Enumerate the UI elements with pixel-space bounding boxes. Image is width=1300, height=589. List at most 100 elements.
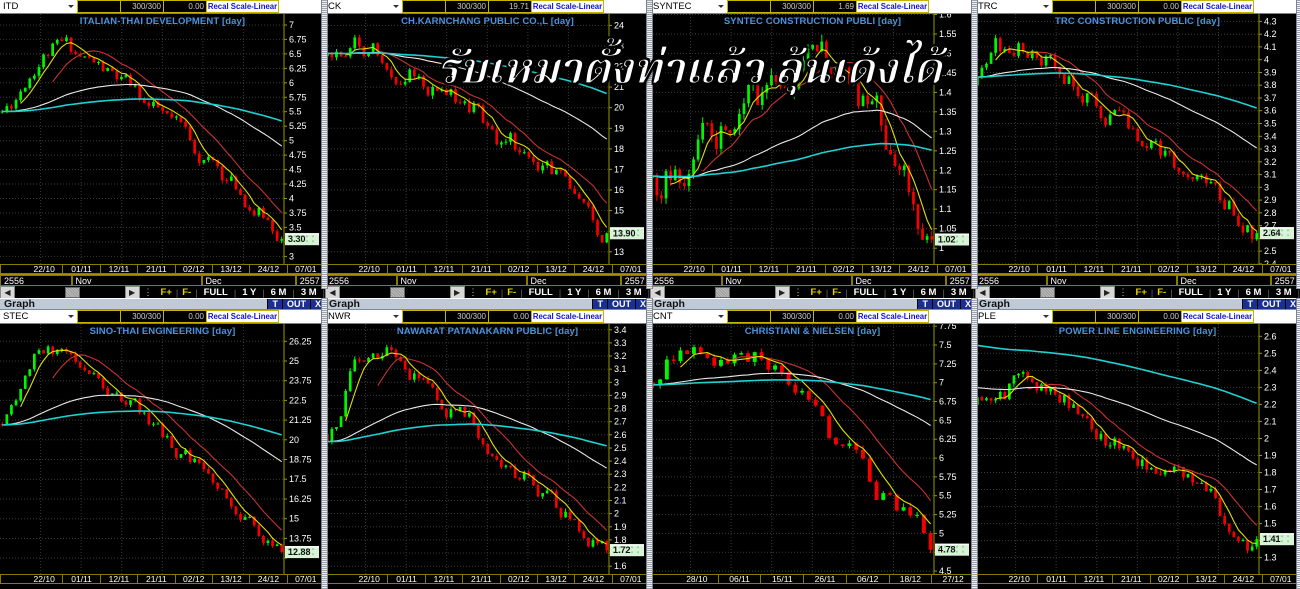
svg-text:17: 17: [614, 164, 624, 174]
svg-text:1.15: 1.15: [939, 185, 957, 195]
svg-text:3.3: 3.3: [1264, 144, 1277, 154]
svg-text:5: 5: [939, 528, 944, 538]
svg-text:1.72: 1.72: [613, 545, 631, 555]
svg-text:2.7: 2.7: [614, 417, 627, 427]
svg-text:4: 4: [1264, 55, 1269, 65]
svg-text:2: 2: [1264, 434, 1269, 444]
svg-text:6: 6: [939, 453, 944, 463]
svg-text:5.5: 5.5: [289, 107, 302, 117]
svg-text:2.5: 2.5: [614, 443, 627, 453]
svg-text:1.6: 1.6: [1264, 502, 1277, 512]
svg-text:6.5: 6.5: [939, 415, 952, 425]
svg-text:5.25: 5.25: [289, 121, 307, 131]
svg-text:1.3: 1.3: [1264, 553, 1277, 563]
svg-text:13: 13: [614, 247, 624, 257]
svg-text:4.2: 4.2: [1264, 29, 1277, 39]
svg-text:4.75: 4.75: [289, 150, 307, 160]
svg-text:20: 20: [289, 435, 299, 445]
svg-text:2.64: 2.64: [1263, 228, 1281, 238]
svg-text:3.1: 3.1: [1264, 170, 1277, 180]
svg-text:2.8: 2.8: [614, 404, 627, 414]
svg-text:12.88: 12.88: [288, 547, 311, 557]
svg-text:2.4: 2.4: [1264, 365, 1277, 375]
svg-text:3.6: 3.6: [1264, 106, 1277, 116]
svg-text:4: 4: [289, 194, 294, 204]
svg-text:5.75: 5.75: [939, 472, 957, 482]
svg-text:2.9: 2.9: [614, 390, 627, 400]
svg-text:2.1: 2.1: [614, 496, 627, 506]
svg-text:3.7: 3.7: [1264, 93, 1277, 103]
svg-text:6.5: 6.5: [289, 49, 302, 59]
svg-text:3: 3: [289, 251, 294, 261]
svg-text:13.75: 13.75: [289, 533, 312, 543]
svg-text:2.4: 2.4: [614, 456, 627, 466]
svg-text:5.75: 5.75: [289, 92, 307, 102]
svg-text:2.2: 2.2: [1264, 399, 1277, 409]
svg-text:1.5: 1.5: [1264, 519, 1277, 529]
svg-text:18: 18: [614, 144, 624, 154]
svg-text:1.7: 1.7: [1264, 485, 1277, 495]
svg-text:5.5: 5.5: [939, 491, 952, 501]
svg-text:18.75: 18.75: [289, 455, 312, 465]
svg-text:4.1: 4.1: [1264, 42, 1277, 52]
svg-text:4.25: 4.25: [289, 179, 307, 189]
svg-text:3.4: 3.4: [1264, 131, 1277, 141]
svg-text:4.5: 4.5: [289, 165, 302, 175]
svg-text:3.9: 3.9: [1264, 68, 1277, 78]
svg-text:1.2: 1.2: [939, 165, 952, 175]
svg-text:6: 6: [289, 78, 294, 88]
svg-text:2: 2: [614, 509, 619, 519]
svg-text:1.9: 1.9: [614, 522, 627, 532]
svg-text:6.25: 6.25: [289, 63, 307, 73]
svg-text:2.3: 2.3: [1264, 382, 1277, 392]
svg-text:4.78: 4.78: [938, 545, 956, 555]
svg-text:2.5: 2.5: [1264, 246, 1277, 256]
svg-text:3.1: 3.1: [614, 364, 627, 374]
svg-text:19: 19: [614, 123, 624, 133]
svg-text:16: 16: [614, 185, 624, 195]
svg-text:5: 5: [289, 136, 294, 146]
svg-text:1.1: 1.1: [939, 204, 952, 214]
svg-text:16.25: 16.25: [289, 494, 312, 504]
svg-text:22.5: 22.5: [289, 395, 307, 405]
svg-text:3.2: 3.2: [1264, 157, 1277, 167]
svg-text:23.75: 23.75: [289, 376, 312, 386]
svg-text:6.75: 6.75: [289, 34, 307, 44]
svg-text:3.8: 3.8: [1264, 80, 1277, 90]
svg-text:1.8: 1.8: [614, 535, 627, 545]
svg-text:1.3: 1.3: [939, 126, 952, 136]
svg-text:2.8: 2.8: [1264, 208, 1277, 218]
svg-text:2.9: 2.9: [1264, 195, 1277, 205]
svg-text:1.02: 1.02: [938, 235, 956, 245]
svg-text:3.5: 3.5: [1264, 119, 1277, 129]
svg-text:26.25: 26.25: [289, 336, 312, 346]
svg-text:5.25: 5.25: [939, 510, 957, 520]
svg-text:6.75: 6.75: [939, 397, 957, 407]
svg-text:25: 25: [289, 356, 299, 366]
svg-text:13.90: 13.90: [613, 228, 636, 238]
svg-text:3.75: 3.75: [289, 208, 307, 218]
svg-text:2.3: 2.3: [614, 469, 627, 479]
svg-text:15: 15: [289, 514, 299, 524]
svg-text:3.30: 3.30: [288, 234, 306, 244]
svg-text:2.2: 2.2: [614, 482, 627, 492]
svg-text:1.6: 1.6: [614, 561, 627, 571]
svg-text:3.2: 3.2: [614, 351, 627, 361]
svg-text:2.5: 2.5: [1264, 348, 1277, 358]
svg-text:7.25: 7.25: [939, 359, 957, 369]
svg-text:6.25: 6.25: [939, 434, 957, 444]
svg-text:3: 3: [1264, 182, 1269, 192]
svg-text:2.6: 2.6: [614, 430, 627, 440]
svg-text:1.8: 1.8: [1264, 468, 1277, 478]
svg-text:1.25: 1.25: [939, 146, 957, 156]
svg-text:17.5: 17.5: [289, 474, 307, 484]
svg-text:21.25: 21.25: [289, 415, 312, 425]
svg-text:3.3: 3.3: [614, 338, 627, 348]
svg-text:3.5: 3.5: [289, 222, 302, 232]
svg-text:2.1: 2.1: [1264, 416, 1277, 426]
svg-text:1.41: 1.41: [1263, 534, 1281, 544]
svg-text:7: 7: [939, 378, 944, 388]
svg-text:1.9: 1.9: [1264, 451, 1277, 461]
svg-text:3: 3: [614, 377, 619, 387]
svg-text:1.05: 1.05: [939, 224, 957, 234]
